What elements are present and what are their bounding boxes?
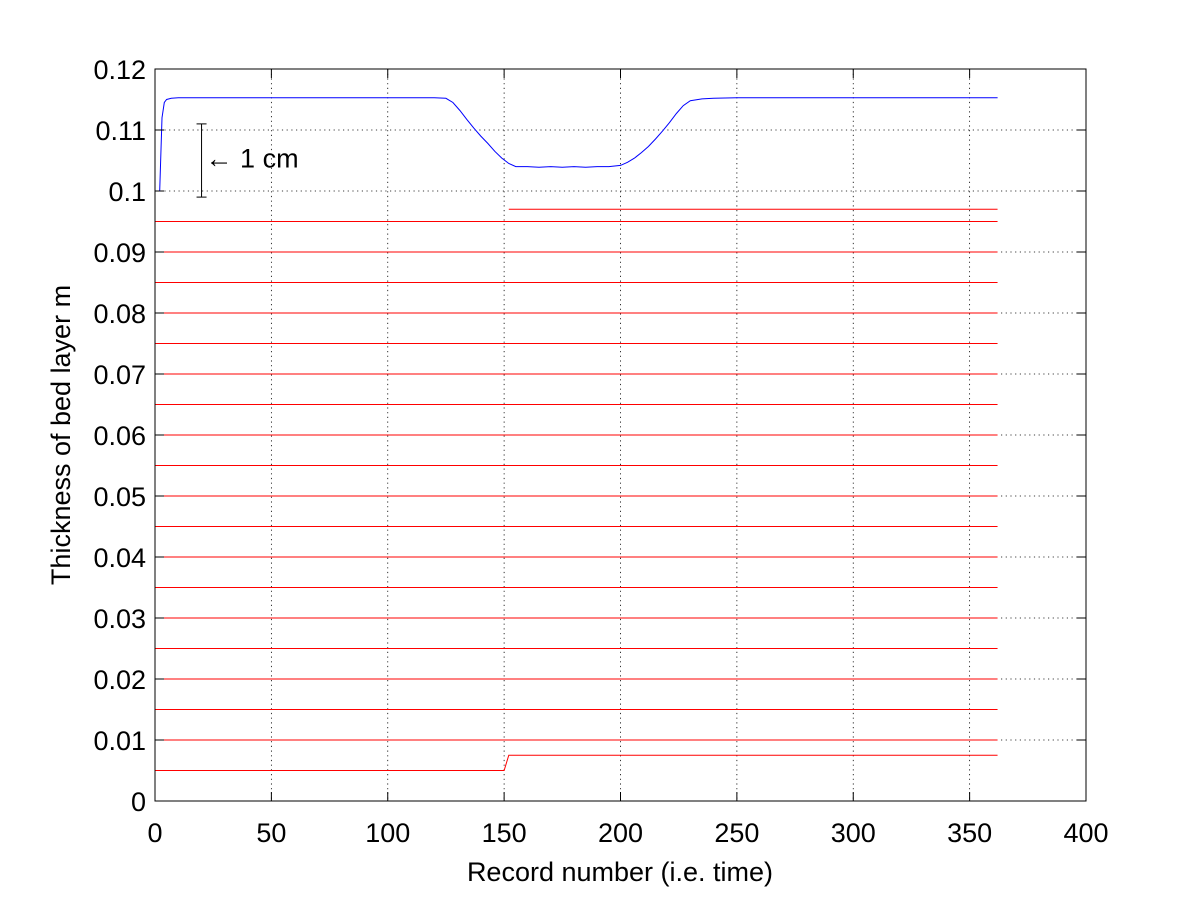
y-tick-label: 0.11 <box>95 116 146 146</box>
x-axis-label: Record number (i.e. time) <box>467 857 773 887</box>
x-tick-label: 250 <box>714 818 759 848</box>
x-tick-label: 400 <box>1063 818 1108 848</box>
y-tick-label: 0.12 <box>93 55 146 85</box>
x-tick-label: 0 <box>147 818 162 848</box>
scale-annotation-text: ← 1 cm <box>206 143 299 173</box>
y-tick-label: 0.1 <box>108 177 146 207</box>
y-tick-label: 0.01 <box>93 726 146 756</box>
series-line-red <box>155 754 998 771</box>
y-tick-label: 0.08 <box>93 299 146 329</box>
data-series <box>155 97 998 771</box>
series-line-blue <box>157 97 998 192</box>
x-tick-label: 200 <box>598 818 643 848</box>
scale-annotation: ← 1 cm <box>196 123 299 198</box>
y-tick-label: 0 <box>131 787 146 817</box>
y-tick-label: 0.02 <box>93 665 146 695</box>
x-tick-label: 100 <box>365 818 410 848</box>
x-tick-label: 350 <box>947 818 992 848</box>
y-tick-label: 0.07 <box>93 360 146 390</box>
x-tick-label: 300 <box>831 818 876 848</box>
y-tick-label: 0.06 <box>93 421 146 451</box>
y-tick-label: 0.09 <box>93 238 146 268</box>
y-tick-label: 0.03 <box>93 604 146 634</box>
y-axis-label: Thickness of bed layer m <box>46 285 76 585</box>
y-tick-label: 0.05 <box>93 482 146 512</box>
y-tick-label: 0.04 <box>93 543 146 573</box>
x-tick-label: 50 <box>256 818 286 848</box>
axis-ticks: 0 50 100 150 200 250 300 350 400 0 0.01 0.02 0.03 0.0… <box>93 55 1108 848</box>
x-tick-label: 150 <box>482 818 527 848</box>
